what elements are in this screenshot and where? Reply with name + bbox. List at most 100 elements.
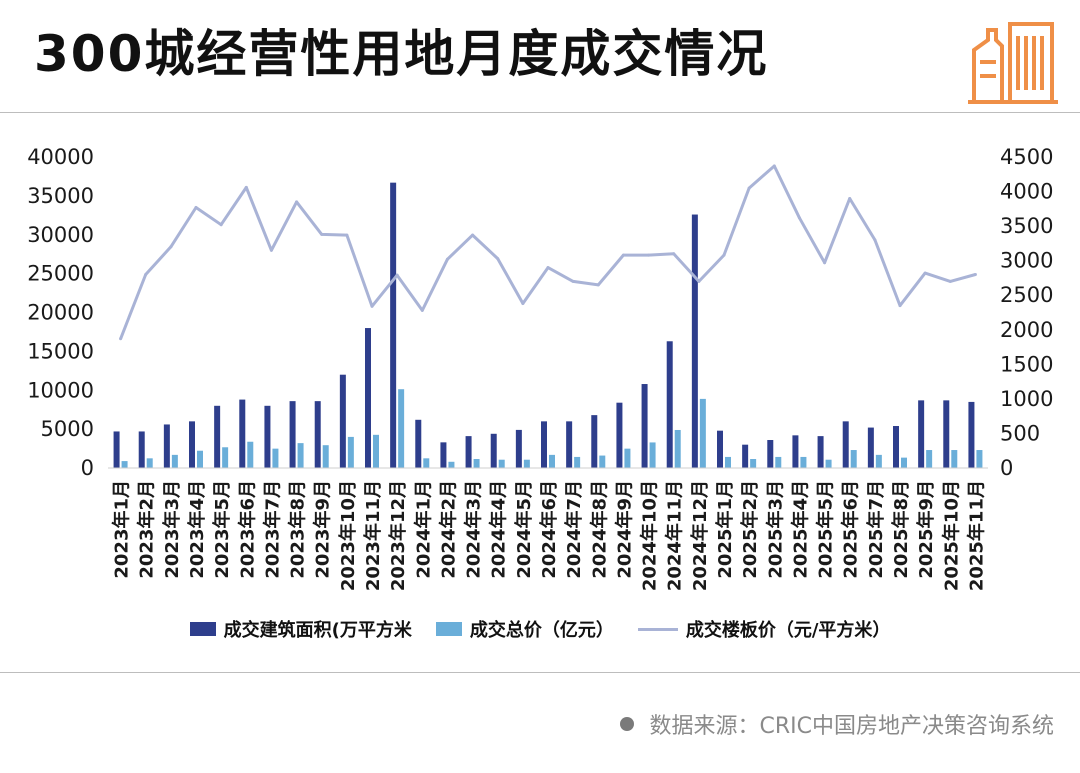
x-tick-label: 2023年10月 — [337, 480, 359, 591]
legend-label-total: 成交总价（亿元） — [469, 620, 614, 641]
price-point — [320, 232, 324, 236]
x-tick-label: 2025年10月 — [940, 480, 962, 591]
price-point — [596, 283, 600, 287]
x-tick-label: 2024年11月 — [664, 480, 686, 591]
right-tick-label: 4000 — [1000, 180, 1053, 204]
x-tick-label: 2025年9月 — [915, 480, 937, 579]
area-bar — [163, 424, 170, 468]
price-point — [219, 223, 223, 227]
price-point — [823, 261, 827, 265]
total-bar — [523, 459, 530, 468]
x-tick-label: 2024年5月 — [513, 480, 535, 579]
price-point — [395, 273, 399, 277]
chart-canvas: 0500010000150002000025000300003500040000… — [27, 145, 1053, 591]
area-bar — [717, 430, 723, 468]
total-bar — [498, 459, 505, 468]
area-bar — [591, 415, 598, 468]
x-tick-label: 2024年6月 — [538, 480, 560, 579]
x-tick-label: 2024年3月 — [463, 480, 485, 579]
building-logo-icon — [968, 22, 1058, 104]
price-point — [471, 233, 475, 237]
x-tick-label: 2025年4月 — [789, 480, 811, 579]
area-bar — [666, 341, 673, 468]
left-tick-label: 40000 — [27, 145, 94, 169]
x-tick-label: 2023年6月 — [236, 480, 258, 579]
legend-swatch-total — [435, 622, 462, 636]
area-bar — [440, 442, 447, 468]
x-tick-label: 2025年7月 — [865, 480, 887, 579]
total-bar — [599, 455, 606, 468]
footer-divider — [0, 672, 1080, 673]
price-point — [144, 272, 148, 276]
area-bar — [415, 419, 422, 468]
source-text: 数据来源：CRIC中国房地产决策咨询系统 — [649, 714, 1055, 739]
area-bar — [189, 421, 195, 468]
price-point — [244, 185, 248, 189]
price-point — [697, 279, 701, 283]
x-tick-label: 2024年8月 — [588, 480, 610, 579]
x-tick-label: 2024年4月 — [488, 480, 510, 579]
total-bar — [649, 442, 656, 468]
left-tick-label: 30000 — [27, 223, 94, 247]
x-tick-label: 2024年2月 — [437, 480, 459, 579]
price-point — [672, 252, 676, 256]
price-line-path — [119, 164, 976, 340]
right-tick-label: 1000 — [1000, 387, 1053, 411]
x-tick-label: 2025年6月 — [840, 480, 862, 579]
right-tick-label: 0 — [1000, 456, 1013, 480]
total-bar — [674, 429, 681, 468]
area-bar — [490, 433, 497, 468]
total-bar — [825, 459, 832, 468]
total-bar — [171, 454, 178, 468]
legend-swatch-area — [189, 622, 216, 636]
area-bar — [264, 405, 271, 468]
x-tick-label: 2023年2月 — [136, 480, 158, 579]
x-tick-label: 2024年7月 — [563, 480, 585, 579]
x-tick-label: 2023年1月 — [111, 480, 133, 579]
left-tick-label: 15000 — [27, 339, 94, 363]
left-tick-label: 25000 — [27, 262, 94, 286]
x-tick-label: 2023年9月 — [312, 480, 334, 579]
x-tick-label: 2025年3月 — [764, 480, 786, 579]
right-tick-label: 4500 — [1000, 145, 1053, 169]
price-point — [420, 308, 424, 312]
area-bar — [289, 401, 296, 468]
right-tick-label: 1500 — [1000, 352, 1053, 376]
area-bar — [214, 405, 221, 468]
x-tick-label: 2025年5月 — [815, 480, 837, 579]
total-bar — [222, 447, 229, 468]
area-bar — [515, 429, 522, 468]
price-point — [797, 216, 801, 220]
area-bar — [817, 436, 824, 468]
source-footer: 数据来源：CRIC中国房地产决策咨询系统 — [619, 708, 1055, 740]
total-bar — [750, 459, 757, 468]
area-bar — [541, 421, 547, 468]
total-bar — [197, 450, 203, 468]
area-bar — [742, 444, 749, 468]
price-point — [295, 200, 299, 204]
right-tick-label: 3500 — [1000, 214, 1053, 238]
left-tick-label: 0 — [81, 456, 94, 480]
price-point — [647, 253, 651, 257]
legend-item-area: 成交建筑面积(万平方米 — [189, 616, 412, 642]
price-point — [496, 257, 500, 261]
x-tick-label: 2024年12月 — [689, 480, 711, 591]
right-axis: 0 500 1000 1500 2000 2500 3000 3500 4000 4500 — [1000, 145, 1053, 480]
price-point — [722, 253, 726, 257]
x-tick-label: 2023年12月 — [387, 480, 409, 591]
legend-label-area: 成交建筑面积(万平方米 — [223, 620, 412, 641]
total-bar — [976, 450, 983, 468]
right-tick-label: 500 — [1000, 421, 1040, 445]
total-bar — [473, 459, 480, 468]
x-tick-label: 2024年10月 — [639, 480, 661, 591]
price-point — [873, 238, 877, 242]
area-bar — [339, 374, 346, 468]
total-bar — [574, 456, 581, 468]
total-bar — [322, 445, 329, 468]
area-bar — [691, 214, 698, 468]
left-axis: 0 5000 10000 15000 20000 25000 30000 35000 40000 — [27, 145, 94, 480]
area-bar — [390, 182, 397, 468]
total-bar — [624, 448, 631, 468]
total-bar — [146, 458, 153, 468]
price-point — [269, 248, 273, 252]
